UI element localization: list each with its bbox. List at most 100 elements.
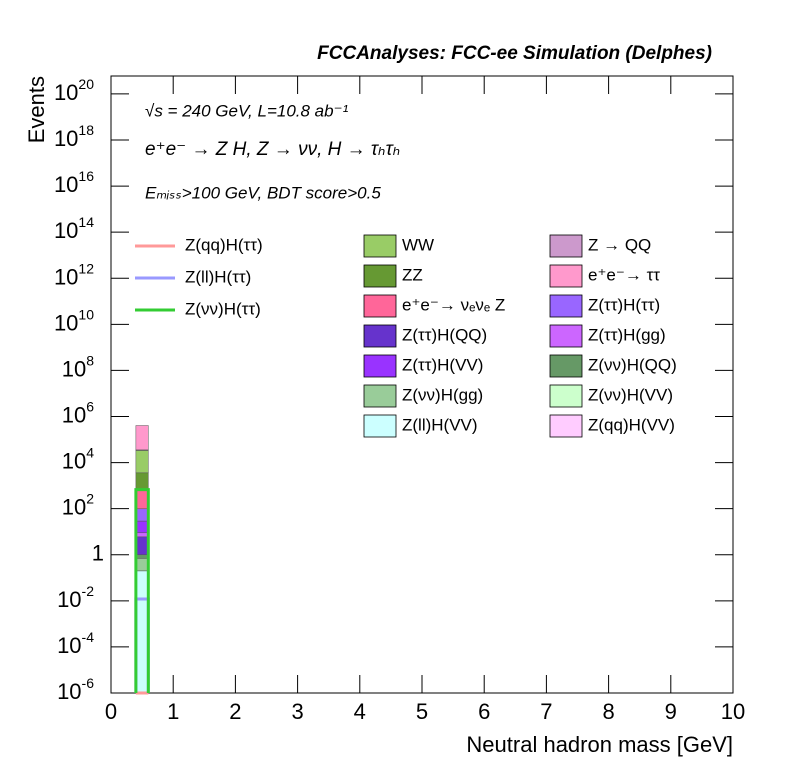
y-tick-exponent: 20 bbox=[78, 76, 94, 92]
y-tick-label: 1020 bbox=[54, 76, 94, 105]
legend-label: Z(νν)H(VV) bbox=[588, 385, 673, 404]
legend-swatch bbox=[549, 384, 583, 408]
y-tick-exponent: 2 bbox=[86, 490, 94, 506]
y-tick-exponent: 4 bbox=[86, 444, 94, 460]
y-tick-label: 102 bbox=[62, 490, 94, 519]
y-tick-label: 1014 bbox=[54, 214, 94, 243]
x-tick-label: 8 bbox=[602, 699, 614, 724]
legend-label: WW bbox=[402, 235, 434, 254]
x-tick-label: 6 bbox=[478, 699, 490, 724]
y-tick-exponent: 16 bbox=[78, 168, 94, 184]
bar-segment bbox=[135, 508, 149, 522]
y-tick-exponent: -2 bbox=[82, 583, 95, 599]
y-tick-label: 108 bbox=[62, 352, 94, 381]
x-tick-label: 9 bbox=[665, 699, 677, 724]
legend-label: Z(ll)H(ττ) bbox=[185, 267, 251, 286]
y-tick-exponent: 6 bbox=[86, 398, 94, 414]
legend-swatch bbox=[363, 414, 397, 438]
legend-label: Z(νν)H(ττ) bbox=[185, 299, 261, 318]
y-tick-base: 10 bbox=[62, 356, 86, 381]
legend-label: Z(νν)H(gg) bbox=[402, 385, 483, 404]
y-tick-exponent: 8 bbox=[86, 352, 94, 368]
x-tick-label: 2 bbox=[229, 699, 241, 724]
legend-swatch bbox=[549, 414, 583, 438]
y-tick-base: 10 bbox=[54, 126, 78, 151]
legend-label: e⁺e⁻→ νₑνₑ Z bbox=[402, 295, 505, 314]
y-tick-exponent: -4 bbox=[82, 629, 95, 645]
y-tick-base: 10 bbox=[57, 679, 81, 704]
x-axis-label: Neutral hadron mass [GeV] bbox=[466, 732, 733, 757]
legend-swatch bbox=[363, 354, 397, 378]
legend-label: Z(ττ)H(gg) bbox=[588, 325, 666, 344]
y-tick-base: 10 bbox=[54, 264, 78, 289]
x-tick-label: 1 bbox=[167, 699, 179, 724]
bar-segment bbox=[135, 558, 149, 572]
y-tick-label: 1012 bbox=[54, 260, 94, 289]
y-tick-exponent: 14 bbox=[78, 214, 94, 230]
annotation: √s = 240 GeV, L=10.8 ab⁻¹ bbox=[145, 101, 349, 120]
bar-segment bbox=[135, 520, 149, 534]
legend-label: Z → QQ bbox=[588, 235, 651, 254]
legend-label: Z(ττ)H(VV) bbox=[402, 355, 483, 374]
y-tick-label: 106 bbox=[62, 398, 94, 427]
y-tick-base: 10 bbox=[54, 80, 78, 105]
legend-label: e⁺e⁻→ ττ bbox=[588, 265, 660, 284]
legend-label: Z(νν)H(QQ) bbox=[588, 355, 677, 374]
bar-segment bbox=[135, 450, 149, 474]
y-tick-base: 10 bbox=[54, 310, 78, 335]
y-tick-label: 1016 bbox=[54, 168, 94, 197]
legend-label: Z(qq)H(ττ) bbox=[185, 235, 263, 254]
legend-swatch bbox=[363, 264, 397, 288]
legend-label: Z(ττ)H(QQ) bbox=[402, 325, 487, 344]
y-tick-exponent: -6 bbox=[82, 675, 95, 691]
bar-segment bbox=[135, 536, 149, 556]
legend-swatch bbox=[549, 234, 583, 258]
y-tick-base: 10 bbox=[62, 402, 86, 427]
legend-label: Z(ττ)H(ττ) bbox=[588, 295, 660, 314]
legend-swatch bbox=[549, 264, 583, 288]
annotation: e⁺e⁻ → Z H, Z → νν, H → τₕτₕ bbox=[145, 139, 400, 160]
legend-swatch bbox=[549, 294, 583, 318]
x-tick-label: 7 bbox=[540, 699, 552, 724]
bar-segment bbox=[135, 490, 149, 510]
legend-swatch bbox=[363, 384, 397, 408]
x-tick-label: 4 bbox=[354, 699, 366, 724]
y-tick-base: 10 bbox=[57, 587, 81, 612]
y-tick-base: 10 bbox=[57, 633, 81, 658]
y-tick-label: 1018 bbox=[54, 122, 94, 151]
legend-label: Z(ll)H(VV) bbox=[402, 415, 478, 434]
y-tick-base: 10 bbox=[62, 448, 86, 473]
x-tick-label: 3 bbox=[291, 699, 303, 724]
y-tick-exponent: 12 bbox=[78, 260, 94, 276]
bar-segment bbox=[135, 532, 149, 538]
y-tick-exponent: 10 bbox=[78, 306, 94, 322]
legend-swatch bbox=[549, 324, 583, 348]
bar-segment bbox=[135, 425, 149, 451]
legend-label: Z(qq)H(VV) bbox=[588, 415, 675, 434]
y-tick-label: 104 bbox=[62, 444, 94, 473]
y-tick-exponent: 18 bbox=[78, 122, 94, 138]
histogram-line bbox=[134, 488, 150, 693]
y-axis-label: Events bbox=[24, 76, 49, 143]
y-tick-label: 10-6 bbox=[57, 675, 94, 704]
y-tick-label: 10-2 bbox=[57, 583, 94, 612]
y-tick-label: 10-4 bbox=[57, 629, 94, 658]
chart-title: FCCAnalyses: FCC-ee Simulation (Delphes) bbox=[317, 43, 712, 64]
legend-label: ZZ bbox=[402, 265, 423, 284]
y-tick-base: 10 bbox=[54, 218, 78, 243]
x-tick-label: 5 bbox=[416, 699, 428, 724]
legend-swatch bbox=[549, 354, 583, 378]
bar-segment bbox=[135, 554, 149, 559]
annotation: Eₘᵢₛₛ>100 GeV, BDT score>0.5 bbox=[145, 183, 381, 202]
bar-segment bbox=[135, 570, 149, 694]
y-tick-base: 10 bbox=[62, 494, 86, 519]
legend-swatch bbox=[363, 324, 397, 348]
y-tick-base: 10 bbox=[54, 172, 78, 197]
y-tick-label: 1010 bbox=[54, 306, 94, 335]
bar-segment bbox=[135, 472, 149, 492]
x-tick-label: 0 bbox=[105, 699, 117, 724]
x-tick-label: 10 bbox=[721, 699, 745, 724]
y-tick-label: 1 bbox=[92, 541, 104, 566]
legend-swatch bbox=[363, 234, 397, 258]
